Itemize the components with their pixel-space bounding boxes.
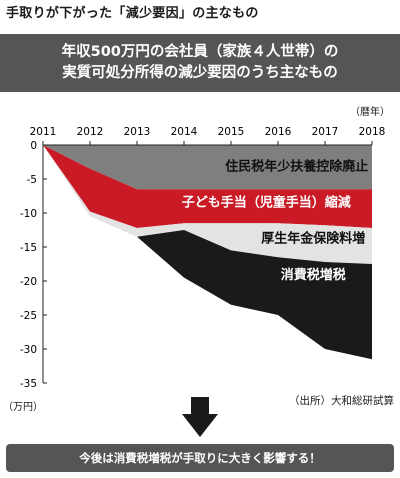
header-line-1: 年収500万円の会社員（家族４人世帯）の: [61, 44, 339, 60]
y-tick-label: -30: [20, 344, 37, 356]
chart-areas: [43, 145, 372, 360]
area-label-1: 子ども手当（児童手当）縮減: [182, 194, 351, 210]
x-tick-label: 2017: [312, 126, 339, 138]
y-axis-unit: （万円）: [3, 402, 43, 413]
y-tick-label: -25: [20, 310, 37, 322]
area-label-2: 厚生年金保険料増: [261, 230, 365, 246]
area-series-2: [43, 145, 372, 264]
footer-text: 今後は消費税増税が手取りに大きく影響する！: [79, 451, 321, 465]
y-tick-label: 0: [30, 140, 37, 152]
x-tick-label: 2013: [124, 126, 151, 138]
y-tick-label: -15: [20, 242, 37, 254]
x-tick-label: 2014: [171, 126, 198, 138]
area-series-1: [43, 145, 372, 228]
chart-header-box: 年収500万円の会社員（家族４人世帯）の 実質可処分所得の減少要因のうち主なもの: [0, 34, 400, 92]
down-arrow-icon: [182, 397, 218, 437]
area-series-0: [43, 145, 372, 190]
y-tick-label: -5: [27, 174, 37, 186]
footer-banner: 今後は消費税増税が手取りに大きく影響する！: [6, 444, 394, 472]
x-tick-label: 2012: [77, 126, 104, 138]
y-tick-label: -35: [20, 378, 37, 390]
y-tick-label: -10: [20, 208, 37, 220]
area-series-3: [43, 145, 372, 360]
area-label-3: 消費税増税: [281, 267, 346, 283]
chart-axes: 2011 2012 2013 2014 2015 2016 2017 2018 0 -5 -10 -1…: [20, 126, 386, 390]
x-tick-label: 2016: [265, 126, 292, 138]
page-title: 手取りが下がった「減少要因」の主なもの: [6, 6, 259, 21]
area-label-0: 住民税年少扶養控除廃止: [225, 158, 368, 174]
header-line-2: 実質可処分所得の減少要因のうち主なもの: [62, 65, 338, 81]
source-note: （出所）大和総研試算: [289, 395, 394, 407]
x-tick-label: 2011: [30, 126, 57, 138]
x-tick-label: 2018: [359, 126, 386, 138]
x-tick-label: 2015: [218, 126, 245, 138]
y-tick-label: -20: [20, 276, 37, 288]
x-axis-unit: （暦年）: [350, 107, 390, 118]
